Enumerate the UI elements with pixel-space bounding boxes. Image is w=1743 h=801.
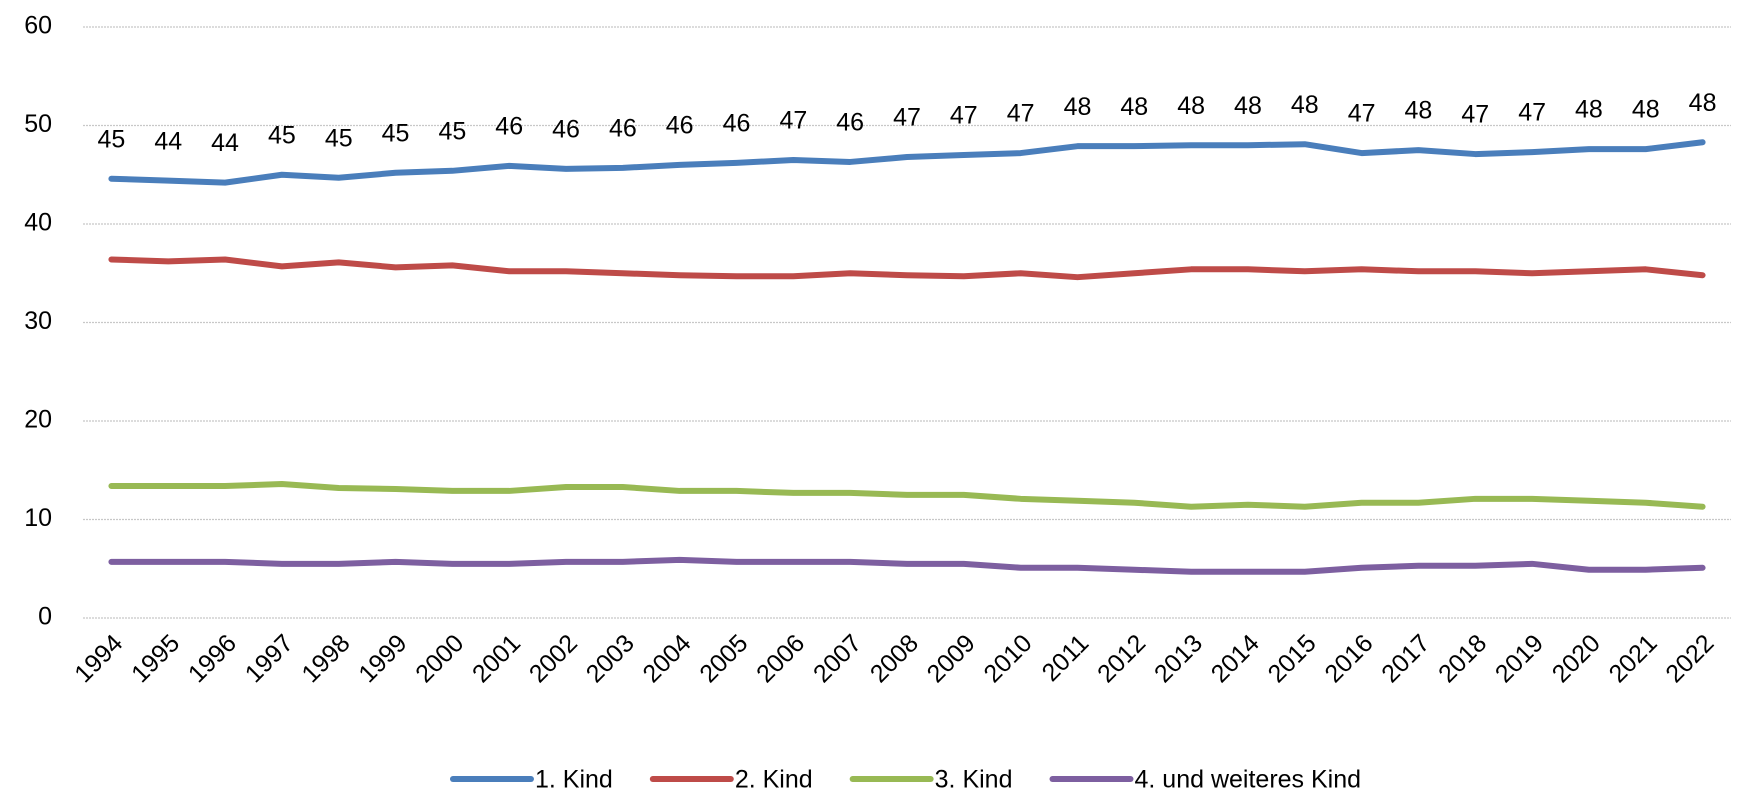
x-tick-label: 2003 — [581, 629, 640, 688]
legend-label: 1. Kind — [535, 766, 613, 794]
data-label: 48 — [1177, 92, 1205, 120]
series-line — [108, 139, 1706, 186]
x-tick-label: 2005 — [694, 629, 753, 688]
data-label: 45 — [98, 125, 126, 153]
x-tick-label: 1998 — [297, 629, 356, 688]
data-label: 48 — [1291, 91, 1319, 119]
x-tick-label: 2010 — [978, 629, 1037, 688]
y-tick-label: 40 — [24, 209, 52, 237]
series-line — [108, 556, 1706, 575]
data-label: 44 — [154, 127, 182, 155]
y-tick-label: 20 — [24, 406, 52, 434]
data-label: 44 — [211, 129, 239, 157]
y-tick-label: 10 — [24, 504, 52, 532]
legend-label: 3. Kind — [935, 766, 1013, 794]
data-label: 46 — [666, 112, 694, 140]
x-tick-label: 2008 — [865, 629, 924, 688]
x-tick-label: 2022 — [1660, 629, 1719, 688]
series-line — [108, 481, 1706, 510]
x-tick-label: 2009 — [922, 629, 981, 688]
y-tick-label: 60 — [24, 12, 52, 40]
data-label: 48 — [1405, 97, 1433, 125]
x-tick-label: 2017 — [1376, 629, 1435, 688]
data-label: 46 — [552, 115, 580, 143]
data-label: 46 — [609, 114, 637, 142]
x-tick-label: 2006 — [751, 629, 810, 688]
data-label: 46 — [495, 112, 523, 140]
data-label: 47 — [950, 102, 978, 130]
x-tick-label: 2016 — [1319, 629, 1378, 688]
y-tick-label: 0 — [38, 603, 52, 631]
data-label: 46 — [836, 109, 864, 137]
legend-label: 4. und weiteres Kind — [1135, 766, 1362, 794]
data-label: 47 — [1518, 99, 1546, 127]
data-label: 48 — [1120, 93, 1148, 121]
x-tick-label: 1996 — [183, 629, 242, 688]
data-label: 47 — [1461, 101, 1489, 129]
x-tick-label: 2015 — [1263, 629, 1322, 688]
x-tick-label: 2014 — [1206, 629, 1265, 688]
data-label: 45 — [325, 124, 353, 152]
data-label: 48 — [1064, 93, 1092, 121]
x-tick-label: 1997 — [240, 629, 299, 688]
x-tick-label: 2007 — [808, 629, 867, 688]
y-tick-label: 30 — [24, 307, 52, 335]
x-tick-label: 2011 — [1037, 629, 1095, 687]
x-tick-label: 2021 — [1604, 629, 1663, 688]
x-tick-label: 2002 — [524, 629, 583, 688]
x-tick-label: 2013 — [1149, 629, 1208, 688]
data-label: 47 — [893, 104, 921, 132]
x-tick-label: 1995 — [126, 629, 185, 688]
legend-label: 2. Kind — [735, 766, 813, 794]
x-tick-label: 1994 — [69, 629, 128, 688]
x-tick-label: 1999 — [353, 629, 412, 688]
data-label: 47 — [1007, 100, 1035, 128]
data-label: 45 — [438, 117, 466, 145]
data-label: 48 — [1632, 96, 1660, 124]
x-tick-label: 2001 — [467, 629, 526, 688]
data-label: 47 — [779, 107, 807, 135]
data-label: 47 — [1348, 100, 1376, 128]
x-tick-label: 2012 — [1092, 629, 1151, 688]
data-label: 48 — [1575, 96, 1603, 124]
data-label: 45 — [268, 121, 296, 149]
x-tick-label: 2020 — [1547, 629, 1606, 688]
x-tick-label: 2018 — [1433, 629, 1492, 688]
series-line — [108, 256, 1706, 281]
data-label: 46 — [723, 110, 751, 138]
x-tick-label: 2019 — [1490, 629, 1549, 688]
data-label: 48 — [1234, 92, 1262, 120]
data-label: 45 — [382, 119, 410, 147]
data-label: 48 — [1689, 89, 1717, 117]
y-tick-label: 50 — [24, 110, 52, 138]
x-tick-label: 2000 — [410, 629, 469, 688]
x-tick-label: 2004 — [637, 629, 696, 688]
